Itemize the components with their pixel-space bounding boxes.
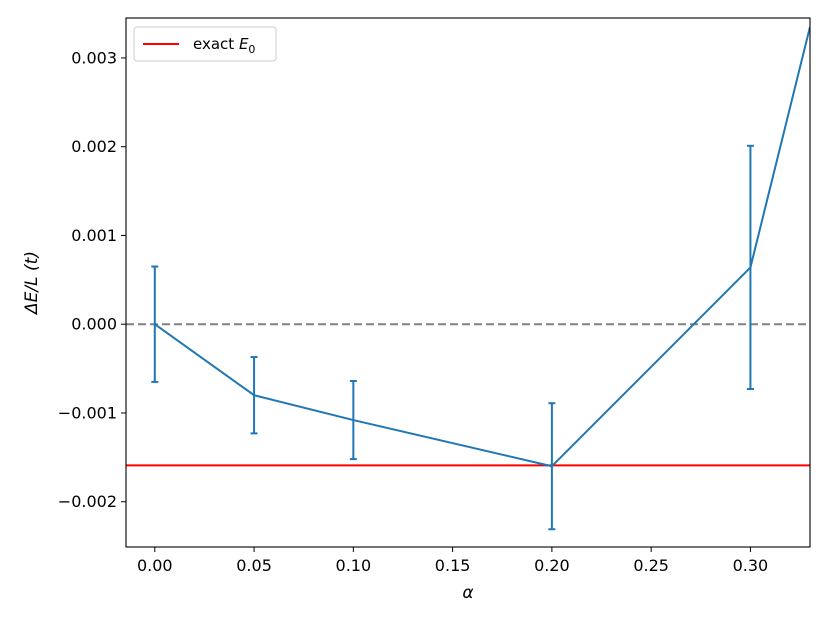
legend-label-exact: exact E0 bbox=[193, 35, 255, 56]
legend: exact E0 bbox=[133, 26, 277, 62]
x-axis-label: α bbox=[462, 583, 473, 603]
legend-label-subscript: 0 bbox=[248, 43, 255, 56]
x-tick-label-4: 0.20 bbox=[534, 556, 570, 575]
y-tick-label-3: 0.001 bbox=[71, 226, 117, 245]
y-tick-label-1: −0.001 bbox=[58, 403, 117, 422]
axes-frame bbox=[125, 17, 811, 548]
x-axis: 0.00 0.05 0.10 0.15 0.20 0.25 0.30 bbox=[137, 547, 768, 575]
x-tick-label-3: 0.15 bbox=[435, 556, 471, 575]
legend-box bbox=[133, 26, 277, 62]
x-tick-label-6: 0.30 bbox=[733, 556, 769, 575]
plot-area bbox=[126, 26, 810, 531]
y-tick-label-2: 0.000 bbox=[71, 315, 117, 334]
y-axis-label: ΔE/L (t) bbox=[22, 251, 42, 316]
y-tick-label-4: 0.002 bbox=[71, 137, 117, 156]
y-tick-label-0: −0.002 bbox=[58, 492, 117, 511]
legend-label-prefix: exact bbox=[193, 35, 239, 53]
x-tick-label-2: 0.10 bbox=[336, 556, 372, 575]
x-tick-label-0: 0.00 bbox=[137, 556, 173, 575]
legend-label-symbol: E bbox=[239, 35, 249, 53]
series-line bbox=[154, 26, 810, 468]
y-tick-label-5: 0.003 bbox=[71, 48, 117, 67]
x-tick-label-5: 0.25 bbox=[633, 556, 669, 575]
error-bars bbox=[151, 144, 754, 531]
y-axis: −0.002 −0.001 0.000 0.001 0.002 0.003 bbox=[58, 48, 126, 511]
x-tick-label-1: 0.05 bbox=[236, 556, 272, 575]
